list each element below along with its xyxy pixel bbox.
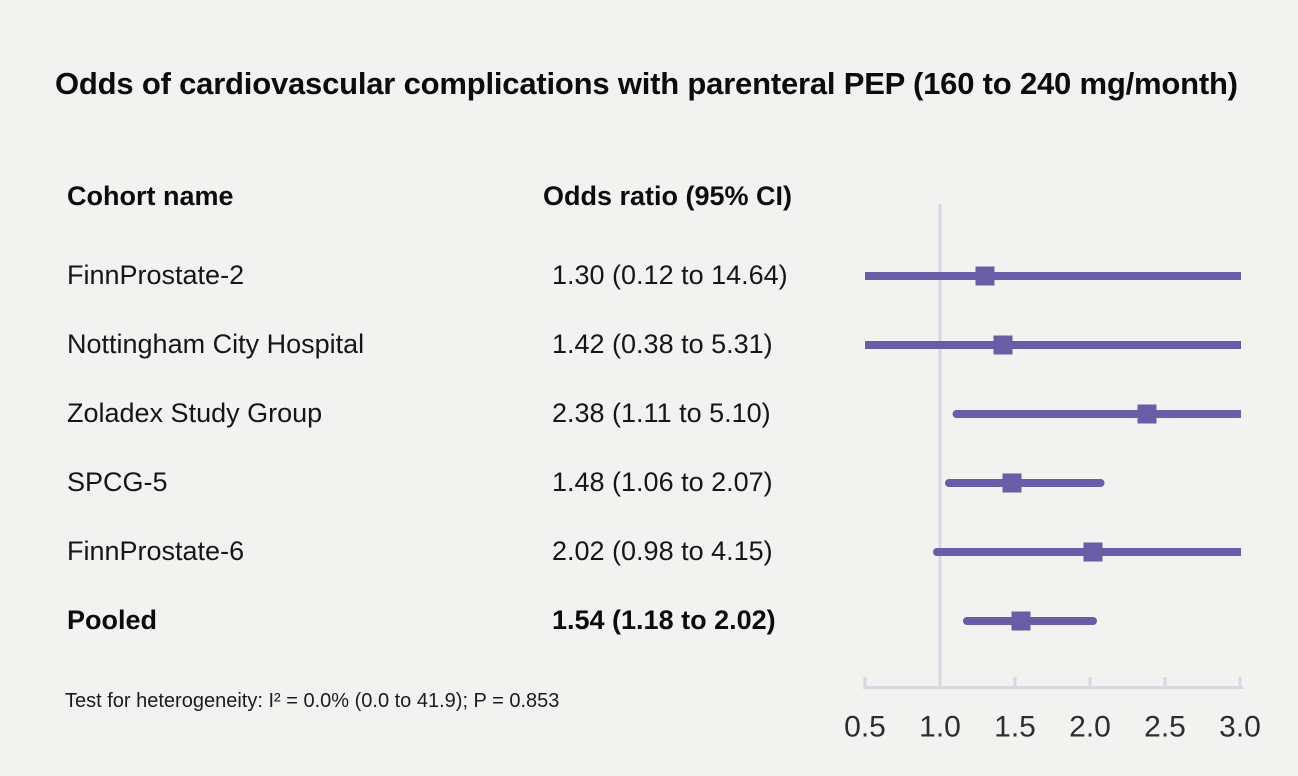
ci-line-cap — [1096, 479, 1105, 487]
odds-ratio-value: 1.48 (1.06 to 2.07) — [552, 467, 773, 497]
odds-ratio-value: 2.02 (0.98 to 4.15) — [552, 536, 773, 566]
heterogeneity-footnote: Test for heterogeneity: I² = 0.0% (0.0 t… — [65, 690, 560, 712]
table-row: Pooled 1.54 (1.18 to 2.02) — [0, 605, 830, 637]
x-axis-tick-label: 2.0 — [1069, 711, 1111, 744]
ci-line-cap — [952, 410, 961, 418]
odds-ratio-value: 1.42 (0.38 to 5.31) — [552, 329, 773, 359]
x-axis-tick-label: 1.0 — [919, 711, 961, 744]
ci-line-cap — [933, 548, 941, 556]
cohort-label: Pooled — [67, 605, 158, 635]
table-row: FinnProstate-2 1.30 (0.12 to 14.64) — [0, 260, 830, 292]
cohort-label: SPCG-5 — [67, 467, 168, 497]
ci-line-cap — [963, 617, 971, 625]
table-row: SPCG-5 1.48 (1.06 to 2.07) — [0, 467, 830, 499]
x-axis-tick-label: 2.5 — [1144, 711, 1186, 744]
odds-ratio-marker — [1011, 611, 1031, 631]
page-title: Odds of cardiovascular complications wit… — [55, 66, 1238, 101]
odds-ratio-marker — [1083, 542, 1103, 562]
table-row: Nottingham City Hospital 1.42 (0.38 to 5.… — [0, 329, 830, 361]
cohort-label: FinnProstate-6 — [67, 536, 245, 566]
cohort-label: Nottingham City Hospital — [67, 329, 365, 359]
odds-ratio-value: 2.38 (1.11 to 5.10) — [552, 398, 771, 428]
x-axis-tick-label: 0.5 — [844, 711, 886, 744]
odds-ratio-marker — [1137, 404, 1157, 424]
cohort-label: Zoladex Study Group — [67, 398, 323, 428]
x-axis-tick-label: 3.0 — [1219, 711, 1261, 744]
table-row: Zoladex Study Group 2.38 (1.11 to 5.10) — [0, 398, 830, 430]
odds-ratio-marker — [993, 335, 1013, 355]
column-header-odds-ratio: Odds ratio (95% CI) — [543, 181, 793, 211]
ci-line-cap — [945, 479, 953, 487]
cohort-label: FinnProstate-2 — [67, 260, 245, 290]
odds-ratio-marker — [975, 266, 995, 286]
x-axis-tick-label: 1.5 — [994, 711, 1036, 744]
column-header-cohort: Cohort name — [67, 181, 234, 211]
odds-ratio-marker — [1002, 473, 1022, 493]
odds-ratio-value: 1.30 (0.12 to 14.64) — [552, 260, 788, 290]
ci-line-cap — [1089, 617, 1097, 625]
table-row: FinnProstate-6 2.02 (0.98 to 4.15) — [0, 536, 830, 568]
odds-ratio-value: 1.54 (1.18 to 2.02) — [552, 605, 776, 635]
